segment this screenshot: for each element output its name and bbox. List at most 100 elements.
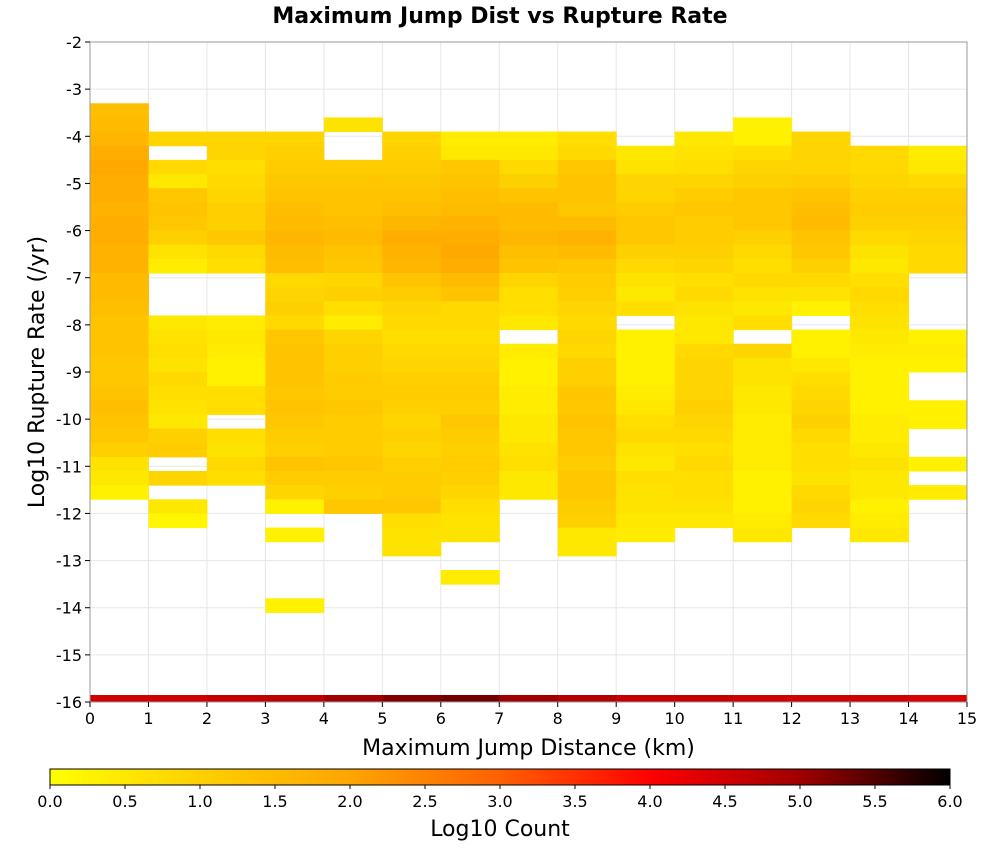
- heatmap-cell-bottom-band: [148, 695, 208, 702]
- heatmap-cell: [440, 414, 500, 430]
- heatmap-cell: [440, 485, 500, 500]
- heatmap-cell: [382, 527, 442, 543]
- heatmap-cell: [206, 471, 266, 486]
- heatmap-cell: [206, 428, 266, 444]
- heatmap-cell: [499, 202, 559, 217]
- colorbar-tick-label: 1.5: [262, 792, 287, 811]
- heatmap-cell: [148, 159, 208, 175]
- heatmap-cell-bottom-band: [557, 695, 617, 702]
- heatmap-cell: [499, 287, 559, 302]
- heatmap-cell: [850, 485, 910, 500]
- heatmap-cell: [440, 428, 500, 444]
- heatmap-cell: [323, 329, 383, 345]
- heatmap-cell: [440, 188, 500, 203]
- heatmap-cell: [382, 329, 442, 345]
- heatmap-cell: [557, 541, 617, 557]
- heatmap-cell: [674, 442, 734, 458]
- heatmap-cell: [90, 456, 149, 472]
- heatmap-cell: [557, 301, 617, 316]
- heatmap-cell: [148, 442, 208, 458]
- heatmap-cell: [674, 287, 734, 302]
- heatmap-cell: [265, 287, 325, 302]
- heatmap-cell: [791, 428, 851, 444]
- heatmap-cell: [791, 301, 851, 316]
- heatmap-cell: [148, 131, 208, 147]
- heatmap-cell: [440, 329, 500, 345]
- heatmap-cell: [557, 485, 617, 500]
- heatmap-cell: [382, 230, 442, 246]
- x-tick-label: 5: [377, 709, 387, 728]
- heatmap-cell: [616, 244, 676, 260]
- heatmap-cell: [733, 372, 793, 387]
- heatmap-cell: [382, 442, 442, 458]
- heatmap-cell: [616, 485, 676, 500]
- heatmap-cell: [90, 315, 149, 331]
- colorbar-tick-label: 3.0: [487, 792, 512, 811]
- heatmap-cell: [674, 216, 734, 232]
- heatmap-cell-bottom-band: [791, 695, 851, 702]
- heatmap-cell: [557, 386, 617, 401]
- x-tick-label: 15: [957, 709, 977, 728]
- heatmap-cell: [499, 428, 559, 444]
- heatmap-cell: [557, 513, 617, 529]
- x-tick-label: 3: [260, 709, 270, 728]
- heatmap-cell: [90, 386, 149, 401]
- heatmap-cell: [440, 244, 500, 260]
- heatmap-cell: [499, 414, 559, 430]
- heatmap-cell: [382, 216, 442, 232]
- heatmap-cell: [382, 343, 442, 359]
- heatmap-cell: [557, 357, 617, 373]
- heatmap-cell: [265, 329, 325, 345]
- heatmap-cell: [440, 527, 500, 543]
- heatmap-cell: [733, 202, 793, 217]
- heatmap-cell: [148, 188, 208, 203]
- x-axis-title: Maximum Jump Distance (km): [362, 736, 695, 761]
- heatmap-cell: [206, 258, 266, 274]
- colorbar-title: Log10 Count: [430, 817, 570, 842]
- heatmap-cell: [265, 230, 325, 246]
- heatmap-cell: [616, 414, 676, 430]
- heatmap-cell: [908, 244, 968, 260]
- heatmap-cell: [206, 145, 266, 161]
- heatmap-cell-bottom-band: [206, 695, 266, 702]
- heatmap-cell: [674, 400, 734, 415]
- heatmap-cell: [206, 244, 266, 260]
- heatmap-cell: [499, 485, 559, 500]
- heatmap-cell: [90, 273, 149, 288]
- heatmap-cell: [557, 400, 617, 415]
- heatmap-cell: [323, 343, 383, 359]
- heatmap-cell: [382, 145, 442, 161]
- heatmap-cell: [674, 372, 734, 387]
- heatmap-cell: [148, 513, 208, 529]
- heatmap-cell: [382, 202, 442, 217]
- heatmap-cell: [850, 202, 910, 217]
- heatmap-cell: [440, 174, 500, 189]
- heatmap-cell: [265, 485, 325, 500]
- heatmap-cell: [440, 442, 500, 458]
- heatmap-cell: [265, 343, 325, 359]
- heatmap-cell: [148, 258, 208, 274]
- heatmap-cell: [382, 258, 442, 274]
- heatmap-cell: [791, 145, 851, 161]
- heatmap-cell: [850, 145, 910, 161]
- heatmap-cell: [616, 372, 676, 387]
- heatmap-cell: [733, 513, 793, 529]
- heatmap-cell: [791, 244, 851, 260]
- y-tick-label: -3: [66, 80, 82, 99]
- heatmap-cell: [148, 329, 208, 345]
- heatmap-cell: [791, 188, 851, 203]
- x-tick-label: 6: [436, 709, 446, 728]
- heatmap-cell: [499, 258, 559, 274]
- colorbar-tick-label: 2.5: [412, 792, 437, 811]
- heatmap-cell: [557, 442, 617, 458]
- heatmap-cell: [265, 188, 325, 203]
- x-tick-label: 14: [898, 709, 918, 728]
- y-tick-label: -14: [56, 599, 82, 618]
- heatmap-cell: [557, 230, 617, 246]
- heatmap-cell: [382, 287, 442, 302]
- heatmap-cell: [733, 273, 793, 288]
- heatmap-cell: [616, 159, 676, 175]
- x-tick-label: 8: [553, 709, 563, 728]
- heatmap-cell: [674, 145, 734, 161]
